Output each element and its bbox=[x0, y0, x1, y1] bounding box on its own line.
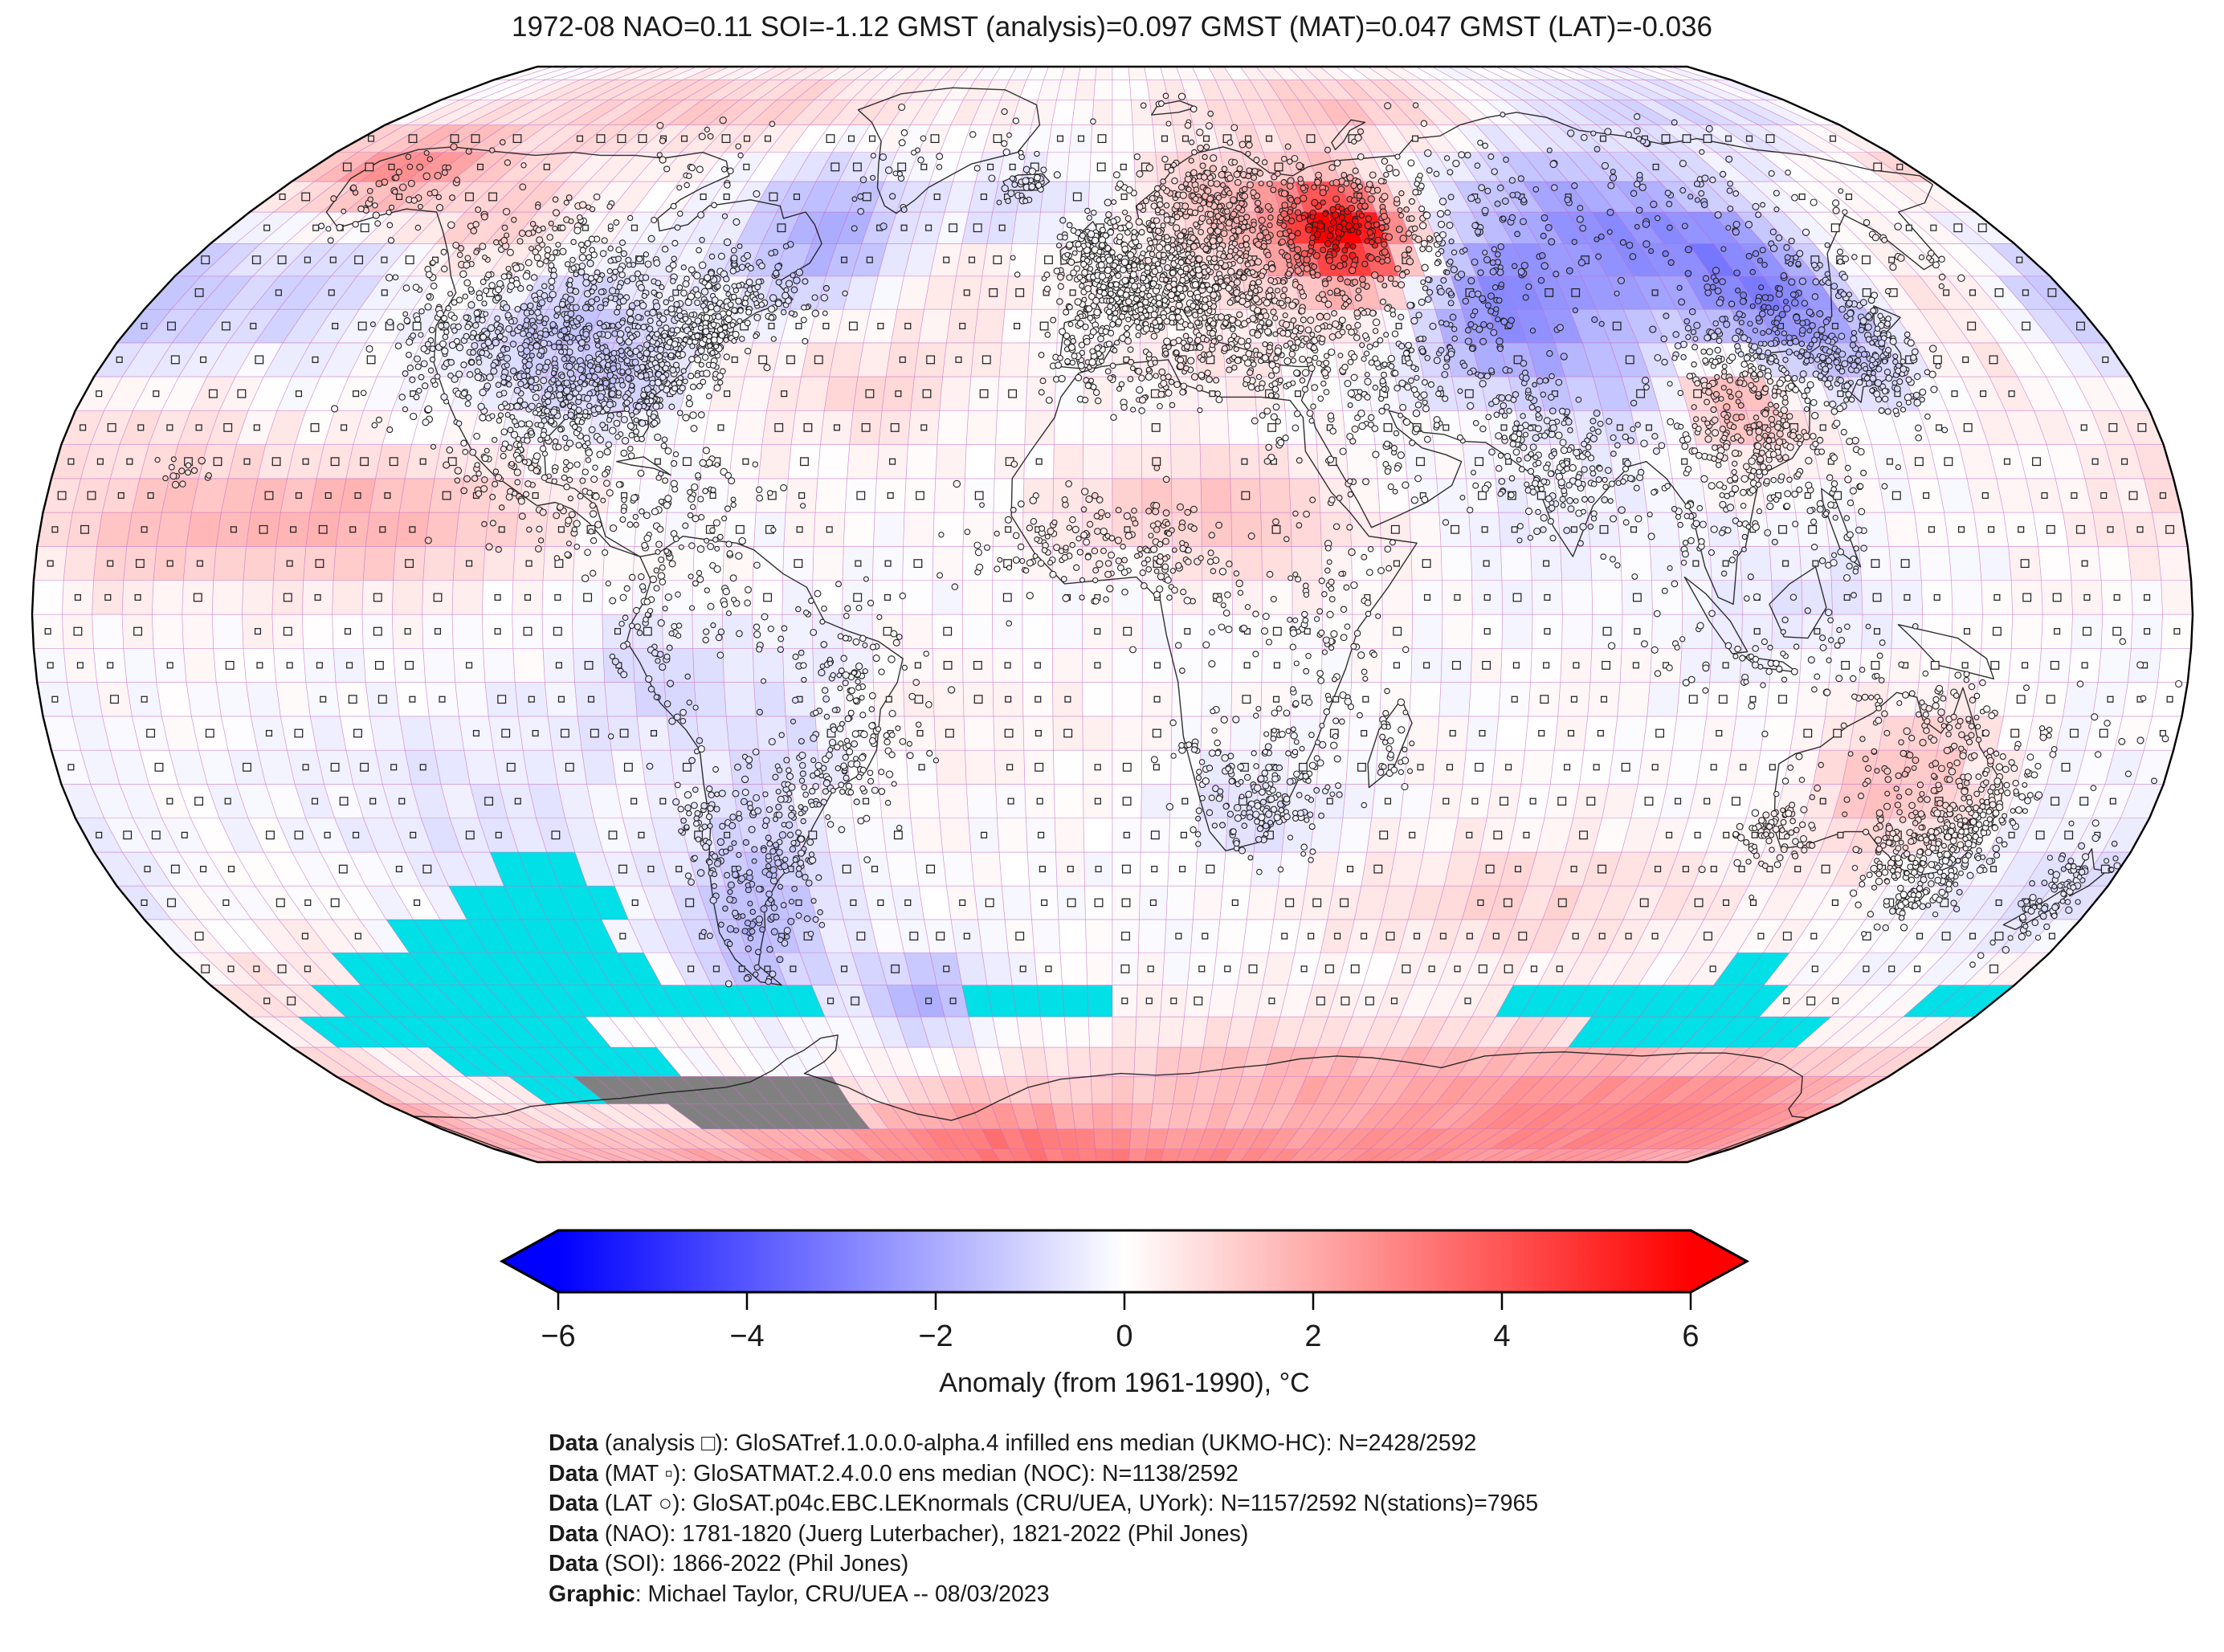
colorbar-tick-label: −6 bbox=[541, 1320, 575, 1353]
colorbar-label: Anomaly (from 1961-1990), °C bbox=[939, 1368, 1309, 1398]
projection-outline bbox=[31, 65, 2194, 1164]
station-markers bbox=[154, 92, 2183, 988]
attribution-line: Data (MAT ▫): GloSATMAT.2.4.0.0 ens medi… bbox=[549, 1459, 1538, 1490]
colorbar: −6 −4 −2 0 2 4 6 Anomaly (from 1961-1990), °C bbox=[499, 1229, 1750, 1398]
attribution-line: Data (LAT ○): GloSAT.p04c.EBC.LEKnormals… bbox=[549, 1489, 1538, 1519]
colorbar-tick-label: 2 bbox=[1304, 1320, 1321, 1353]
attribution-line-text: (MAT ▫): GloSATMAT.2.4.0.0 ens median (N… bbox=[598, 1460, 1239, 1487]
colorbar-tick-label: −4 bbox=[729, 1320, 764, 1353]
attribution-line: Data (NAO): 1781-1820 (Juerg Luterbacher… bbox=[549, 1519, 1538, 1550]
attribution-line-text: (analysis □): GloSATref.1.0.0.0-alpha.4 … bbox=[598, 1430, 1477, 1456]
anomaly-grid-cells bbox=[31, 66, 2193, 1163]
colorbar-tick-label: 0 bbox=[1116, 1320, 1132, 1353]
attribution-line-prefix: Data bbox=[549, 1551, 598, 1577]
attribution-line-text: : Michael Taylor, CRU/UEA -- 08/03/2023 bbox=[635, 1581, 1050, 1607]
attribution-block: Data (analysis □): GloSATref.1.0.0.0-alp… bbox=[549, 1429, 1538, 1610]
attribution-line-text: (SOI): 1866-2022 (Phil Jones) bbox=[598, 1551, 909, 1577]
attribution-line-prefix: Graphic bbox=[549, 1581, 635, 1607]
colorbar-tick-label: 6 bbox=[1682, 1320, 1699, 1353]
attribution-line-text: (NAO): 1781-1820 (Juerg Luterbacher), 18… bbox=[598, 1520, 1249, 1547]
attribution-line-prefix: Data bbox=[549, 1520, 598, 1547]
colorbar-tick-label: −2 bbox=[918, 1320, 953, 1353]
figure-title: 1972-08 NAO=0.11 SOI=-1.12 GMST (analysi… bbox=[512, 11, 1712, 43]
attribution-line-prefix: Data bbox=[549, 1491, 598, 1517]
attribution-line: Data (analysis □): GloSATref.1.0.0.0-alp… bbox=[549, 1429, 1538, 1459]
attribution-line-prefix: Data bbox=[549, 1430, 598, 1456]
colorbar-tick-label: 4 bbox=[1493, 1320, 1510, 1353]
attribution-line: Data (SOI): 1866-2022 (Phil Jones) bbox=[549, 1549, 1538, 1580]
grid-cell-markers bbox=[44, 134, 2181, 1005]
attribution-line-prefix: Data bbox=[549, 1460, 598, 1487]
attribution-line-text: (LAT ○): GloSAT.p04c.EBC.LEKnormals (CRU… bbox=[598, 1491, 1539, 1517]
attribution-line: Graphic: Michael Taylor, CRU/UEA -- 08/0… bbox=[549, 1580, 1538, 1610]
